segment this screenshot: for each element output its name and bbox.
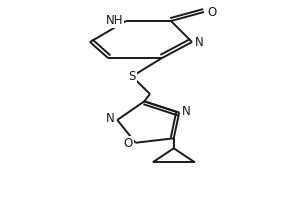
Text: NH: NH: [106, 14, 123, 26]
Text: O: O: [207, 5, 216, 19]
Text: O: O: [123, 137, 133, 150]
Text: N: N: [182, 105, 191, 118]
Text: S: S: [128, 70, 136, 83]
Text: N: N: [106, 112, 114, 125]
Text: N: N: [195, 36, 204, 48]
